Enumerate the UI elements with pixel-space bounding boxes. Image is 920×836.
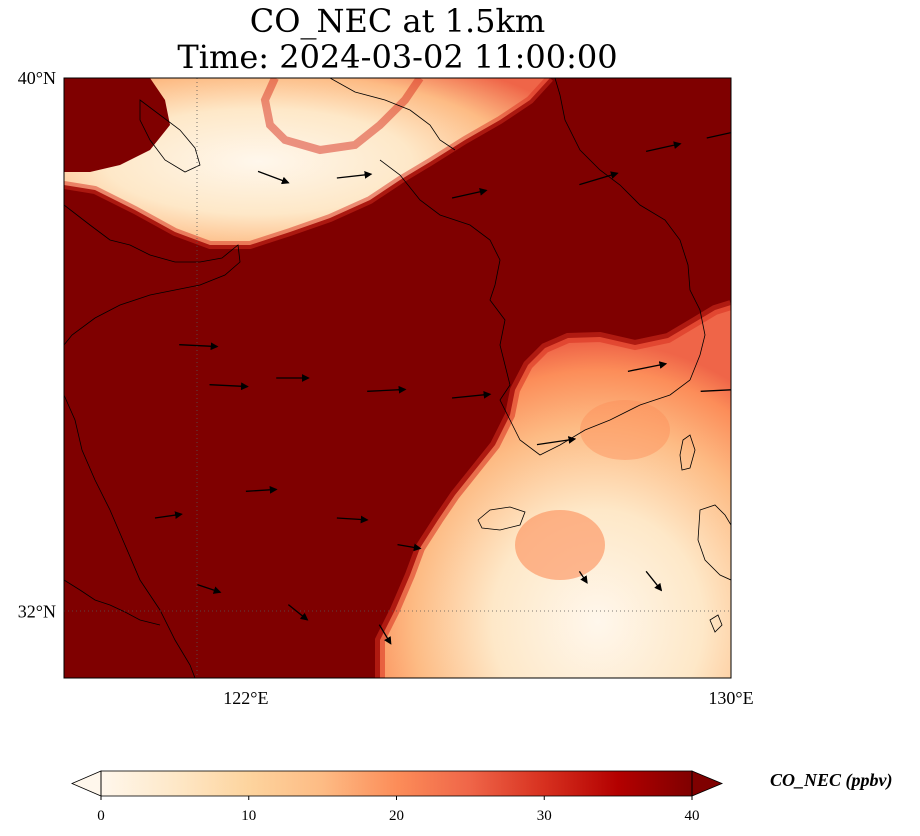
wind-arrow (367, 385, 407, 394)
x-tick-labels: 122°E 130°E (223, 688, 753, 708)
colorbar-tick-label: 10 (241, 808, 256, 824)
wind-arrow (706, 131, 731, 139)
y-tick-labels: 40°N 32°N (18, 68, 56, 621)
y-tick-label: 40°N (18, 68, 56, 88)
river-china (64, 579, 161, 626)
wind-arrow (257, 170, 290, 185)
wind-arrow (378, 624, 392, 645)
wind-arrow (336, 515, 369, 524)
wind-arrow (579, 171, 619, 186)
plume-southeast-hotspot (515, 510, 605, 580)
island-small-1 (709, 614, 723, 633)
plume-north-edge (64, 78, 553, 249)
colorbar-tick-label: 40 (685, 808, 700, 824)
x-tick-label: 122°E (223, 688, 268, 708)
island-jeju (477, 506, 526, 531)
colorbar-tick-label: 30 (537, 808, 552, 824)
island-tsushima (679, 434, 696, 471)
wind-arrow (452, 390, 492, 399)
wind-arrow (245, 485, 278, 494)
wind-arrow (578, 570, 588, 584)
y-tick-label: 32°N (18, 601, 56, 621)
coastline-korea-west (379, 159, 691, 456)
colorbar-gradient (101, 771, 692, 796)
coastline-korea-east (554, 78, 706, 381)
plume-north (64, 78, 550, 245)
x-tick-label: 130°E (708, 688, 753, 708)
map-frame (63, 77, 732, 679)
coastline-china-south (64, 394, 196, 678)
wind-arrow (700, 389, 731, 392)
plume-southeast (380, 305, 731, 678)
plume-north-inner-edge (260, 78, 424, 155)
map-layer (64, 78, 731, 678)
colorbar-extend-low (70, 770, 102, 797)
colorbar-label: CO_NEC (ppbv) (770, 770, 893, 790)
island-japan (697, 504, 731, 581)
wind-arrow (209, 382, 249, 391)
wind-arrow (451, 188, 488, 199)
wind-arrow (179, 342, 219, 351)
coastline-liaodong (139, 99, 201, 173)
wind-arrow (197, 584, 222, 594)
wind-arrow (645, 570, 663, 592)
plume-southeast-hotspot-2 (580, 400, 670, 460)
coastline-north (329, 78, 456, 151)
wind-arrow (536, 436, 577, 446)
wind-arrow (336, 171, 373, 179)
colorbar: 0 10 20 30 40 (70, 770, 724, 824)
wind-arrow (287, 604, 309, 621)
coastline-china (64, 204, 241, 346)
chart-title-line2: Time: 2024-03-02 11:00:00 (177, 38, 618, 76)
wind-arrow (645, 141, 682, 152)
wind-arrow (397, 543, 422, 552)
colorbar-tick-label: 0 (97, 808, 105, 824)
coastlines (64, 78, 731, 678)
wind-vectors (154, 131, 731, 645)
colorbar-ticks: 0 10 20 30 40 (97, 796, 700, 824)
colorbar-extend-high (691, 770, 724, 797)
wind-arrow (627, 361, 668, 372)
wind-arrow (154, 511, 183, 519)
chart-title-line1: CO_NEC at 1.5km (249, 2, 546, 40)
colorbar-tick-label: 20 (389, 808, 404, 824)
plume-southeast-edge (375, 300, 731, 678)
